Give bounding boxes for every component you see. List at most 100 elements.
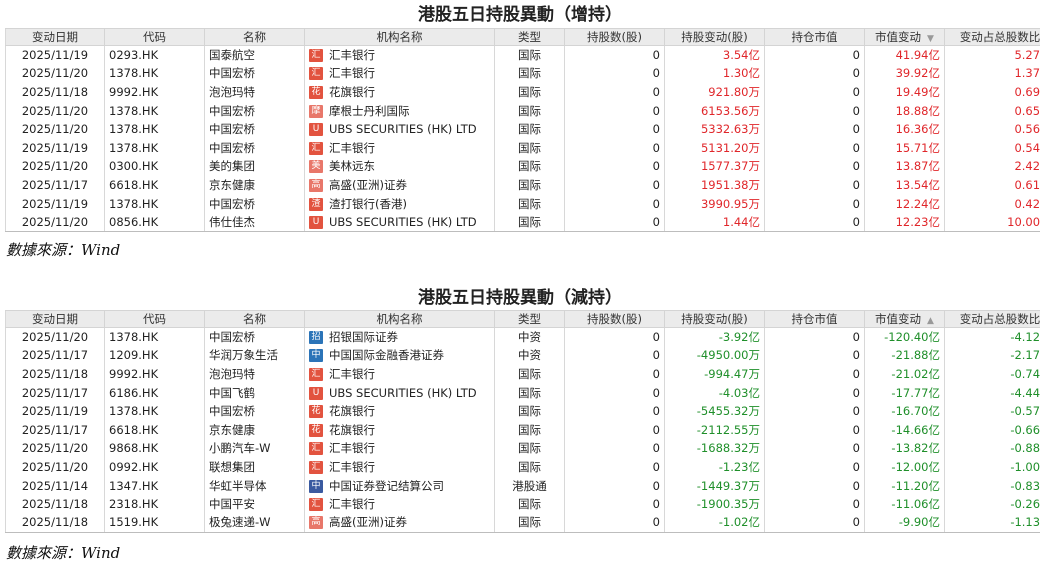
cell-mv-change: -12.00亿 bbox=[864, 457, 945, 477]
cell-shares: 0 bbox=[564, 513, 665, 533]
cell-market-value: 0 bbox=[764, 175, 865, 195]
cell-ratio: 0.54% bbox=[944, 138, 1040, 158]
cell-type: 国际 bbox=[494, 138, 565, 158]
cell-institution: 花花旗银行 bbox=[304, 420, 495, 440]
cell-stock-name: 中国宏桥 bbox=[204, 327, 305, 347]
table-row[interactable]: 2025/11/20 1378.HK 中国宏桥摩摩根士丹利国际 国际 0 6153.56万… bbox=[5, 101, 1040, 120]
table-row[interactable]: 2025/11/18 9992.HK 泡泡玛特花花旗银行 国际 0 921.80万 0 19.… bbox=[5, 82, 1040, 102]
header-institution[interactable]: 机构名称 bbox=[304, 310, 495, 328]
header-label: 名称 bbox=[243, 312, 266, 326]
table-row[interactable]: 2025/11/17 6618.HK 京东健康花花旗银行 国际 0 -2112.55万 0-… bbox=[5, 420, 1040, 440]
cell-institution: 汇汇丰银行 bbox=[304, 45, 495, 65]
header-market-value[interactable]: 持仓市值 bbox=[764, 28, 865, 46]
institution-logo-icon: 花 bbox=[309, 85, 323, 99]
header-code[interactable]: 代码 bbox=[104, 28, 205, 46]
cell-share-change: -1900.35万 bbox=[664, 494, 765, 514]
table-row[interactable]: 2025/11/19 0293.HK 国泰航空汇汇丰银行 国际 0 3.54亿 0 41.94… bbox=[5, 45, 1040, 65]
table-row[interactable]: 2025/11/19 1378.HK 中国宏桥汇汇丰银行 国际 0 5131.20万 0 15… bbox=[5, 138, 1040, 158]
header-market-value[interactable]: 持仓市值 bbox=[764, 310, 865, 328]
header-code[interactable]: 代码 bbox=[104, 310, 205, 328]
header-name[interactable]: 名称 bbox=[204, 310, 305, 328]
header-type[interactable]: 类型 bbox=[494, 28, 565, 46]
table-row[interactable]: 2025/11/20 0300.HK 美的集团美美林远东 国际 0 1577.37万 0 13… bbox=[5, 157, 1040, 176]
header-mv-change[interactable]: 市值变动 ▼ bbox=[864, 28, 945, 46]
header-type[interactable]: 类型 bbox=[494, 310, 565, 328]
table-row[interactable]: 2025/11/20 1378.HK 中国宏桥招招银国际证券 中资 0 -3.92亿 0 -1… bbox=[5, 327, 1040, 347]
header-share-change[interactable]: 持股变动(股) bbox=[664, 310, 765, 328]
table-row[interactable]: 2025/11/18 9992.HK 泡泡玛特汇汇丰银行 国际 0 -994.47万 0 -2… bbox=[5, 364, 1040, 384]
section-title-increase: 港股五日持股異動（增持） bbox=[418, 5, 622, 25]
header-share-change[interactable]: 持股变动(股) bbox=[664, 28, 765, 46]
header-date[interactable]: 变动日期 bbox=[5, 310, 105, 328]
table-row[interactable]: 2025/11/19 1378.HK 中国宏桥花花旗银行 国际 0 -5455.32万 0-… bbox=[5, 401, 1040, 421]
cell-stock-name: 泡泡玛特 bbox=[204, 364, 305, 384]
table-row[interactable]: 2025/11/17 1209.HK 华润万象生活中中国国际金融香港证券 中资 0 -49… bbox=[5, 346, 1040, 365]
cell-ratio: -4.12% bbox=[944, 327, 1040, 347]
cell-market-value: 0 bbox=[764, 513, 865, 533]
cell-shares: 0 bbox=[564, 476, 665, 495]
cell-stock-name: 小鹏汽车-W bbox=[204, 439, 305, 458]
table-row[interactable]: 2025/11/20 0992.HK 联想集团汇汇丰银行 国际 0 -1.23亿 0 -12.… bbox=[5, 457, 1040, 477]
table-row[interactable]: 2025/11/20 1378.HK 中国宏桥汇汇丰银行 国际 0 1.30亿 0 39.92… bbox=[5, 64, 1040, 83]
cell-code: 0992.HK bbox=[104, 457, 205, 477]
cell-date: 2025/11/20 bbox=[5, 439, 105, 458]
cell-share-change: 1577.37万 bbox=[664, 157, 765, 176]
table-row[interactable]: 2025/11/17 6618.HK 京东健康高高盛(亚洲)证券 国际 0 1951.38… bbox=[5, 175, 1040, 195]
table-row[interactable]: 2025/11/14 1347.HK 华虹半导体中中国证券登记结算公司 港股通 0 -14… bbox=[5, 476, 1040, 495]
cell-stock-name: 中国宏桥 bbox=[204, 119, 305, 139]
header-shares[interactable]: 持股数(股) bbox=[564, 310, 665, 328]
cell-date: 2025/11/14 bbox=[5, 476, 105, 495]
cell-market-value: 0 bbox=[764, 138, 865, 158]
cell-date: 2025/11/19 bbox=[5, 138, 105, 158]
cell-ratio: 0.69% bbox=[944, 82, 1040, 102]
header-name[interactable]: 名称 bbox=[204, 28, 305, 46]
cell-market-value: 0 bbox=[764, 383, 865, 402]
header-label: 代码 bbox=[143, 312, 166, 326]
institution-name: 汇丰银行 bbox=[329, 140, 375, 155]
header-date[interactable]: 变动日期 bbox=[5, 28, 105, 46]
cell-institution: 高高盛(亚洲)证券 bbox=[304, 513, 495, 533]
table-row[interactable]: 2025/11/20 1378.HK 中国宏桥 U UBS SECURITIES (HK… bbox=[5, 119, 1040, 139]
table-row[interactable]: 2025/11/17 6186.HK 中国飞鹤 U UBS SECURITIES (HK… bbox=[5, 383, 1040, 402]
table-row[interactable]: 2025/11/19 1378.HK 中国宏桥渣渣打银行(香港) 国际 0 3990.95… bbox=[5, 194, 1040, 213]
cell-market-value: 0 bbox=[764, 346, 865, 365]
cell-ratio: 0.65% bbox=[944, 101, 1040, 120]
institution-logo-icon: U bbox=[309, 386, 323, 400]
cell-ratio: -0.83% bbox=[944, 476, 1040, 495]
header-ratio[interactable]: 变动占总股数比 bbox=[944, 310, 1040, 328]
cell-type: 国际 bbox=[494, 157, 565, 176]
header-institution[interactable]: 机构名称 bbox=[304, 28, 495, 46]
cell-institution: 中中国证券登记结算公司 bbox=[304, 476, 495, 495]
cell-stock-name: 国泰航空 bbox=[204, 45, 305, 65]
cell-share-change: 921.80万 bbox=[664, 82, 765, 102]
table-row[interactable]: 2025/11/18 2318.HK 中国平安汇汇丰银行 国际 0 -1900.35万 0-… bbox=[5, 494, 1040, 514]
header-ratio[interactable]: 变动占总股数比 bbox=[944, 28, 1040, 46]
cell-shares: 0 bbox=[564, 420, 665, 440]
header-shares[interactable]: 持股数(股) bbox=[564, 28, 665, 46]
institution-logo-icon: 摩 bbox=[309, 104, 323, 118]
cell-date: 2025/11/17 bbox=[5, 346, 105, 365]
cell-shares: 0 bbox=[564, 119, 665, 139]
cell-mv-change: -16.70亿 bbox=[864, 401, 945, 421]
table-row[interactable]: 2025/11/18 1519.HK 极兔速递-W 高高盛(亚洲)证券 国际 0 -1.02… bbox=[5, 513, 1040, 533]
cell-share-change: 3990.95万 bbox=[664, 194, 765, 213]
cell-shares: 0 bbox=[564, 82, 665, 102]
table-row[interactable]: 2025/11/20 0856.HK 伟仕佳杰 U UBS SECURITIES (HK… bbox=[5, 212, 1040, 232]
header-mv-change[interactable]: 市值变动 ▲ bbox=[864, 310, 945, 328]
sort-desc-icon[interactable]: ▼ bbox=[927, 34, 934, 44]
cell-mv-change: -9.90亿 bbox=[864, 513, 945, 533]
header-label: 代码 bbox=[143, 30, 166, 44]
cell-ratio: 10.00% bbox=[944, 212, 1040, 232]
header-label: 持股数(股) bbox=[587, 312, 642, 326]
institution-logo-icon: 汇 bbox=[309, 367, 323, 381]
cell-type: 国际 bbox=[494, 212, 565, 232]
cell-code: 1378.HK bbox=[104, 64, 205, 83]
cell-stock-name: 中国平安 bbox=[204, 494, 305, 514]
header-label: 变动占总股数比 bbox=[959, 312, 1040, 326]
cell-stock-name: 极兔速递-W bbox=[204, 513, 305, 533]
cell-share-change: -2112.55万 bbox=[664, 420, 765, 440]
sort-asc-icon[interactable]: ▲ bbox=[927, 316, 934, 326]
institution-name: 花旗银行 bbox=[329, 84, 375, 99]
cell-share-change: 1951.38万 bbox=[664, 175, 765, 195]
table-row[interactable]: 2025/11/20 9868.HK 小鹏汽车-W 汇汇丰银行 国际 0 -1688.32万… bbox=[5, 439, 1040, 458]
